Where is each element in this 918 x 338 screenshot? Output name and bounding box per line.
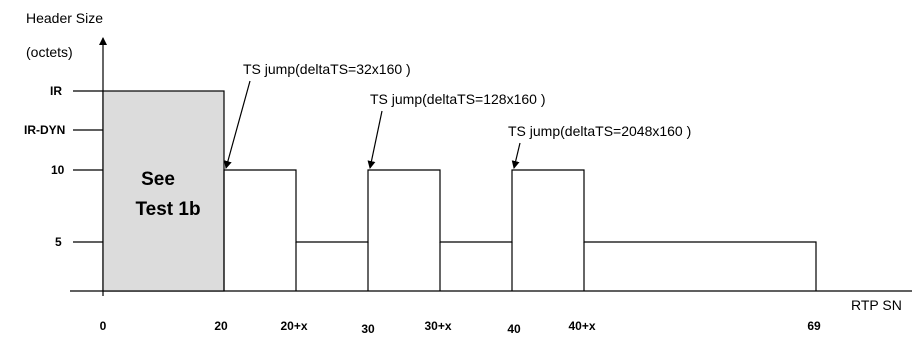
annotation-arrow-1 — [224, 80, 251, 169]
annotation-arrow-3 — [511, 142, 521, 169]
x-tick-label-20: 20 — [214, 319, 228, 333]
y-axis-title-line1: Header Size — [26, 10, 103, 26]
x-tick-label-30x: 30+x — [424, 319, 451, 333]
y-tick-label-ir-dyn: IR-DYN — [24, 123, 65, 137]
x-tick-label-20x: 20+x — [280, 319, 307, 333]
y-tick-label-10: 10 — [51, 163, 65, 177]
y-tick-label-5: 5 — [55, 235, 62, 249]
y-tick-label-ir: IR — [50, 84, 62, 98]
box-label-line2: Test 1b — [135, 199, 200, 220]
annotation-ts-jump-2: TS jump(deltaTS=128x160 ) — [370, 91, 545, 107]
x-tick-label-69: 69 — [807, 319, 821, 333]
y-axis-title-line2: (octets) — [26, 44, 73, 60]
annotation-arrow-2 — [367, 110, 383, 169]
annotation-ts-jump-1: TS jump(deltaTS=32x160 ) — [243, 61, 411, 77]
header-size-profile — [223, 169, 817, 291]
see-test-1b-box — [102, 90, 225, 292]
box-label-line1: See — [141, 169, 175, 190]
x-axis-label: RTP SN — [851, 297, 902, 313]
x-tick-label-40: 40 — [507, 322, 521, 336]
x-tick-label-0: 0 — [100, 319, 107, 333]
annotation-ts-jump-3: TS jump(deltaTS=2048x160 ) — [508, 123, 691, 139]
x-tick-label-40x: 40+x — [568, 319, 595, 333]
x-tick-label-30: 30 — [361, 322, 375, 336]
